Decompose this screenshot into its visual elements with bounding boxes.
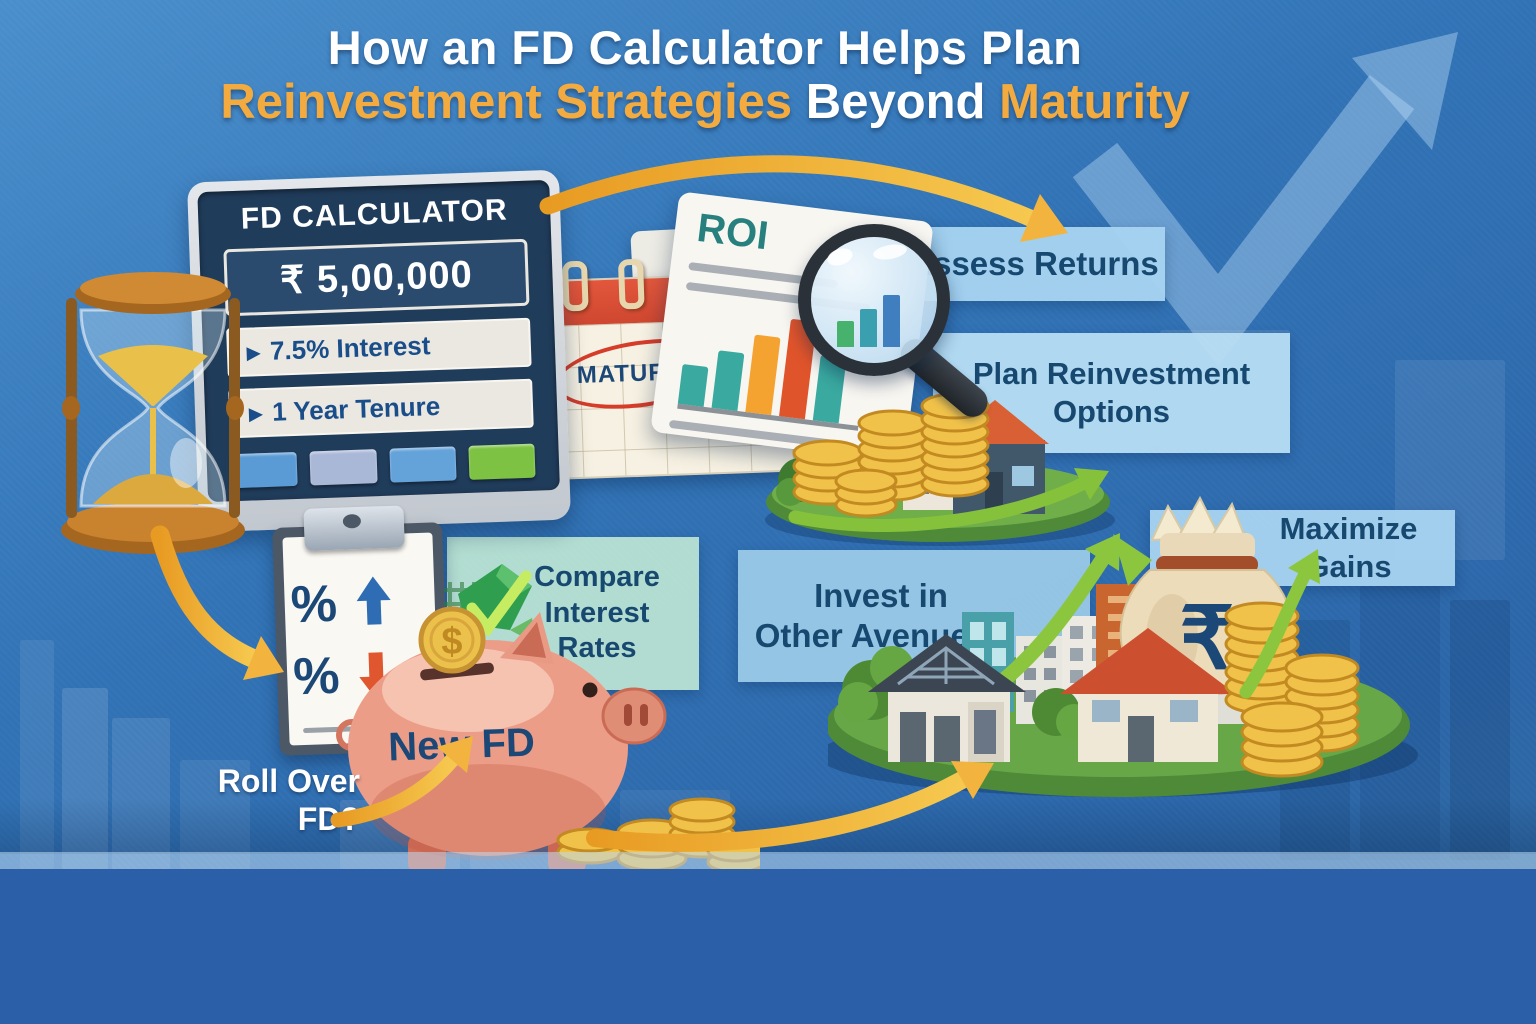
chart-bar	[860, 309, 877, 347]
rollover-question: Roll Over FD?	[200, 762, 360, 839]
piggy-snout	[601, 687, 667, 745]
growth-check-icon	[444, 564, 536, 644]
calendar-ring-icon	[561, 260, 589, 312]
fd-tenure-row: ▶ 1 Year Tenure	[228, 378, 534, 439]
hourglass-icon	[61, 272, 245, 554]
dollar-coin-icon: $	[418, 606, 486, 674]
solar-house-icon	[868, 634, 1026, 762]
calendar-ring-icon	[617, 258, 645, 310]
assess-returns-text: Assess Returns	[909, 244, 1159, 282]
property-coins-scene	[765, 392, 1115, 546]
compare-line3: Rates	[557, 632, 637, 665]
gains-growth-arrow	[1239, 549, 1320, 699]
coin-stack	[1240, 701, 1324, 778]
fd-calculator-title: FD CALCULATOR	[240, 193, 509, 236]
fd-interest-text: 7.5% Interest	[269, 330, 431, 366]
plan-line1: Plan Reinvestment	[972, 356, 1251, 392]
bottom-strip	[0, 869, 1536, 1024]
calculator-button	[388, 446, 457, 483]
coin-stack	[834, 468, 898, 518]
title-line2: Reinvestment Strategies Beyond Maturity	[40, 75, 1370, 130]
rollover-line1: Roll Over	[217, 763, 360, 799]
skyline-bar	[180, 760, 250, 870]
rollover-line2: FD?	[297, 801, 360, 838]
title-line1: How an FD Calculator Helps Plan	[327, 21, 1083, 74]
coin-stack	[920, 392, 990, 498]
dollar-symbol: $	[441, 621, 462, 663]
calculator-button	[468, 443, 536, 480]
chart-bar	[837, 321, 854, 347]
lens-highlight	[872, 242, 908, 262]
invest-line1: Invest in	[814, 576, 948, 614]
fd-calculator-buttons	[230, 443, 536, 489]
calculator-button	[309, 449, 378, 486]
fd-tenure-text: 1 Year Tenure	[271, 390, 441, 427]
title-line2-highlight: Maturity	[999, 74, 1190, 129]
skyline-bar	[112, 718, 170, 870]
title: How an FD Calculator Helps Plan Reinvest…	[40, 21, 1370, 130]
title-line2-highlight: Reinvestment Strategies	[220, 74, 793, 129]
compare-line2: Interest	[544, 596, 650, 629]
green-arrowhead	[1113, 534, 1152, 586]
skyline-bar	[20, 640, 54, 870]
red-roof-house-icon	[1060, 628, 1236, 762]
maximize-gains-text: Maximize Gains	[1279, 511, 1418, 584]
chart-bar	[711, 350, 745, 411]
growth-arrow	[788, 468, 1109, 532]
piggy-eye	[582, 682, 598, 698]
ground-highlight-band	[0, 852, 1536, 869]
magnifier-icon	[798, 224, 950, 376]
skyline-bar	[62, 688, 108, 870]
investment-city-scene: ₹	[828, 495, 1418, 797]
clip-hole	[342, 513, 362, 529]
fd-interest-row: ▶ 7.5% Interest	[226, 317, 532, 378]
clipboard-clip	[303, 505, 405, 551]
piggy-bank-icon: $ New FD	[336, 606, 760, 876]
title-line2-middle: Beyond	[792, 74, 1000, 129]
compare-line1: Compare	[534, 561, 660, 594]
lens-bar-chart	[837, 295, 900, 347]
chart-bar	[883, 295, 900, 347]
new-fd-text: New FD	[387, 720, 535, 769]
fd-amount-display: ₹ 5,00,000	[223, 238, 530, 317]
plan-line2: Options	[1052, 394, 1171, 429]
skyline-bar	[1450, 600, 1510, 860]
chart-bar	[677, 363, 709, 407]
lens-highlight	[825, 245, 855, 269]
